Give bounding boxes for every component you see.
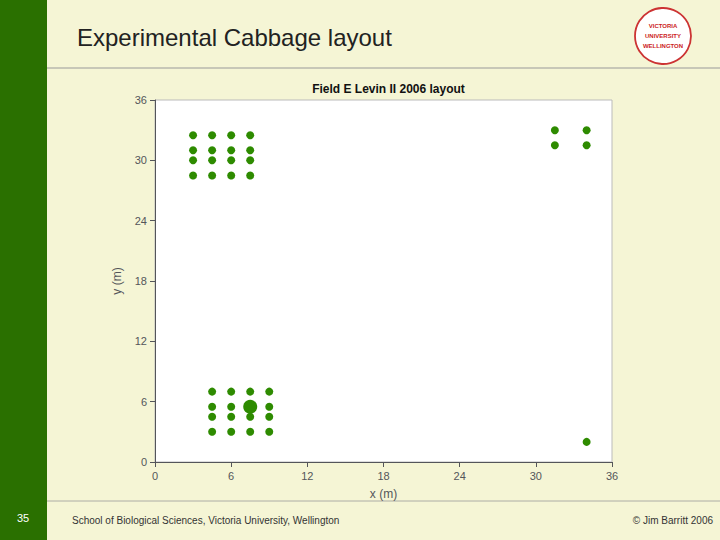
svg-text:6: 6 <box>228 470 234 482</box>
svg-text:VICTORIA: VICTORIA <box>649 23 678 29</box>
svg-text:36: 36 <box>135 94 147 106</box>
svg-text:© Jim Barritt 2006: © Jim Barritt 2006 <box>633 515 714 526</box>
svg-text:x (m): x (m) <box>370 487 397 501</box>
svg-text:35: 35 <box>17 512 29 524</box>
svg-text:Experimental Cabbage layout: Experimental Cabbage layout <box>77 24 392 51</box>
svg-text:30: 30 <box>530 470 542 482</box>
svg-text:30: 30 <box>135 154 147 166</box>
svg-text:18: 18 <box>377 470 389 482</box>
svg-text:12: 12 <box>135 335 147 347</box>
svg-text:36: 36 <box>606 470 618 482</box>
svg-text:6: 6 <box>141 396 147 408</box>
svg-text:24: 24 <box>135 215 147 227</box>
svg-text:School of Biological Sciences,: School of Biological Sciences, Victoria … <box>72 515 339 526</box>
svg-text:UNIVERSITY: UNIVERSITY <box>645 33 681 39</box>
svg-text:Field E Levin II 2006 layout: Field E Levin II 2006 layout <box>312 82 465 96</box>
svg-text:y (m): y (m) <box>110 267 124 294</box>
svg-text:0: 0 <box>141 456 147 468</box>
svg-text:18: 18 <box>135 275 147 287</box>
svg-text:24: 24 <box>454 470 466 482</box>
svg-text:WELLINGTON: WELLINGTON <box>643 43 683 49</box>
svg-text:12: 12 <box>301 470 313 482</box>
svg-text:0: 0 <box>152 470 158 482</box>
